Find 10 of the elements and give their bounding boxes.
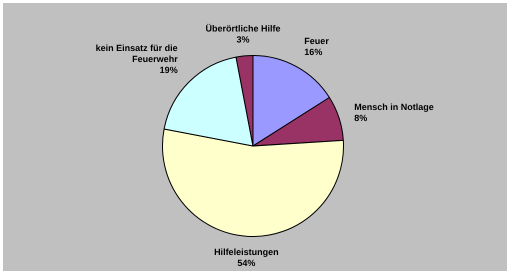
data-label: 54% — [237, 258, 256, 268]
slice-label: Hilfeleistungen — [214, 246, 279, 257]
slice-label: kein Einsatz für die Feuerwehr — [96, 43, 178, 64]
slice-label: Überörtliche Hilfe — [205, 23, 280, 34]
data-label: 16% — [304, 47, 322, 58]
data-label: 8% — [354, 113, 368, 124]
slice-label: Feuer — [304, 36, 330, 46]
slice-label: Mensch in Notlage — [354, 102, 434, 112]
data-label: 3% — [236, 34, 250, 44]
data-label: 19% — [160, 65, 178, 76]
